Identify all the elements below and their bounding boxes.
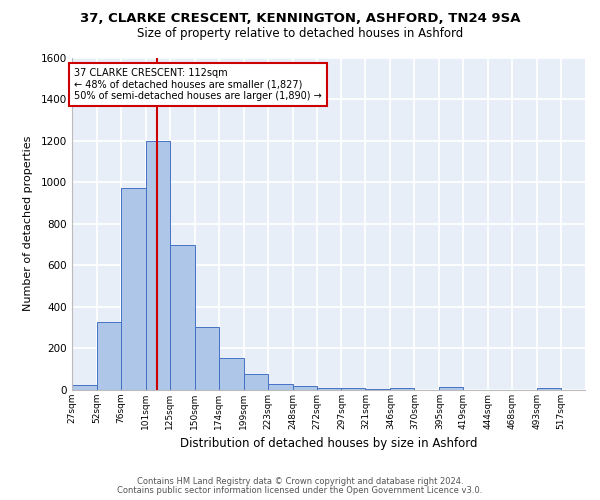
Bar — [146, 140, 170, 390]
Text: Contains public sector information licensed under the Open Government Licence v3: Contains public sector information licen… — [118, 486, 482, 495]
Bar — [97, 322, 121, 390]
Bar — [219, 358, 244, 390]
Bar — [293, 386, 317, 390]
Bar — [195, 326, 219, 390]
Bar — [537, 388, 561, 390]
Text: Size of property relative to detached houses in Ashford: Size of property relative to detached ho… — [137, 28, 463, 40]
Bar — [170, 244, 195, 390]
Bar — [244, 374, 268, 390]
Text: 37 CLARKE CRESCENT: 112sqm
← 48% of detached houses are smaller (1,827)
50% of s: 37 CLARKE CRESCENT: 112sqm ← 48% of deta… — [74, 68, 322, 101]
Bar — [121, 188, 146, 390]
X-axis label: Distribution of detached houses by size in Ashford: Distribution of detached houses by size … — [180, 438, 477, 450]
Bar — [72, 385, 97, 390]
Bar — [268, 384, 293, 390]
Bar — [317, 388, 341, 390]
Y-axis label: Number of detached properties: Number of detached properties — [23, 136, 32, 312]
Bar — [439, 387, 463, 390]
Text: Contains HM Land Registry data © Crown copyright and database right 2024.: Contains HM Land Registry data © Crown c… — [137, 477, 463, 486]
Bar — [365, 389, 391, 390]
Text: 37, CLARKE CRESCENT, KENNINGTON, ASHFORD, TN24 9SA: 37, CLARKE CRESCENT, KENNINGTON, ASHFORD… — [80, 12, 520, 26]
Bar — [391, 388, 415, 390]
Bar — [341, 388, 365, 390]
